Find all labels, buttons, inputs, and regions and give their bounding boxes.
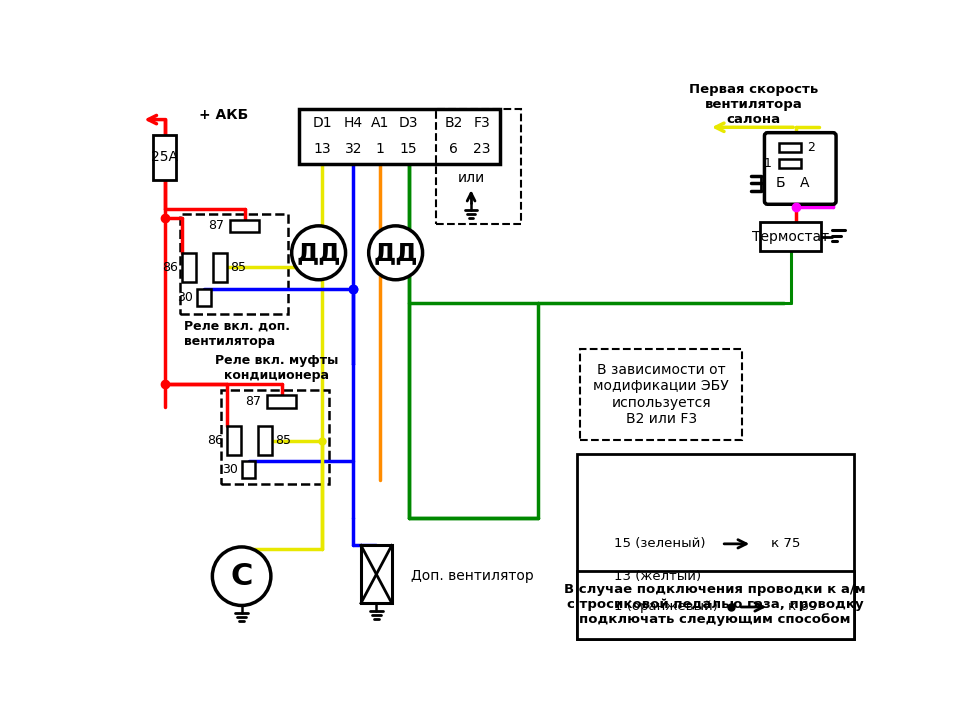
Text: ДД: ДД bbox=[373, 241, 418, 265]
Text: 15 (зеленый): 15 (зеленый) bbox=[614, 537, 705, 550]
FancyBboxPatch shape bbox=[764, 132, 836, 204]
Text: к 69: к 69 bbox=[787, 601, 817, 614]
Bar bbox=[576, 454, 854, 638]
Text: B2: B2 bbox=[444, 116, 462, 129]
Bar bbox=[258, 426, 271, 455]
Circle shape bbox=[292, 226, 345, 280]
Bar bbox=[361, 545, 392, 603]
Text: 25А: 25А bbox=[152, 150, 178, 164]
Text: 86: 86 bbox=[163, 261, 178, 274]
Text: D3: D3 bbox=[399, 116, 418, 129]
Text: В случае подключения проводки к а/м
с тросиковой педалью газа, проводку
подключа: В случае подключения проводки к а/м с тр… bbox=[564, 583, 866, 626]
Text: Первая скорость
вентилятора
салона: Первая скорость вентилятора салона bbox=[690, 83, 818, 126]
Text: 32: 32 bbox=[344, 142, 363, 156]
Text: A1: A1 bbox=[371, 116, 389, 129]
Text: С: С bbox=[230, 562, 253, 591]
Text: 15: 15 bbox=[400, 142, 417, 156]
Text: 13: 13 bbox=[314, 142, 331, 156]
Bar bbox=[242, 461, 255, 478]
Text: + АКБ: + АКБ bbox=[199, 108, 248, 122]
Text: 86: 86 bbox=[207, 434, 223, 447]
Text: 30: 30 bbox=[222, 462, 238, 475]
Text: 1: 1 bbox=[763, 157, 771, 170]
Text: А: А bbox=[800, 177, 809, 190]
Bar bbox=[779, 159, 801, 168]
Text: 6: 6 bbox=[449, 142, 457, 156]
Text: ДД: ДД bbox=[296, 241, 340, 265]
Text: 87: 87 bbox=[208, 220, 223, 233]
Text: Реле вкл. муфты
кондиционера: Реле вкл. муфты кондиционера bbox=[215, 354, 338, 382]
Text: 30: 30 bbox=[177, 291, 193, 304]
Bar bbox=[230, 220, 259, 232]
Text: 13 (желтый): 13 (желтый) bbox=[614, 570, 701, 582]
Bar bbox=[436, 109, 521, 225]
Bar bbox=[221, 390, 329, 483]
Bar bbox=[760, 222, 822, 252]
Text: или: или bbox=[457, 171, 484, 185]
Text: 1 (оранжевый): 1 (оранжевый) bbox=[614, 601, 717, 614]
Text: В зависимости от
модификации ЭБУ
используется
В2 или F3: В зависимости от модификации ЭБУ использ… bbox=[594, 364, 729, 426]
Bar bbox=[779, 142, 801, 152]
Circle shape bbox=[212, 547, 270, 606]
Text: D1: D1 bbox=[313, 116, 332, 129]
Text: 85: 85 bbox=[274, 434, 291, 447]
Text: Реле вкл. доп.
вентилятора: Реле вкл. доп. вентилятора bbox=[184, 320, 290, 348]
Text: 23: 23 bbox=[473, 142, 491, 156]
Text: 85: 85 bbox=[230, 261, 246, 274]
Bar bbox=[153, 135, 176, 180]
Bar bbox=[197, 289, 211, 306]
Bar bbox=[182, 253, 197, 282]
Text: F3: F3 bbox=[474, 116, 490, 129]
Text: 87: 87 bbox=[245, 395, 261, 408]
Text: 2: 2 bbox=[807, 141, 815, 154]
Bar bbox=[213, 253, 227, 282]
Text: H4: H4 bbox=[343, 116, 363, 129]
Text: Доп. вентилятор: Доп. вентилятор bbox=[411, 569, 534, 583]
Text: к 75: к 75 bbox=[771, 537, 800, 550]
Bar bbox=[299, 109, 500, 164]
Text: Б: Б bbox=[776, 177, 785, 190]
Text: Термостат: Термостат bbox=[752, 230, 830, 244]
Bar bbox=[180, 214, 288, 314]
Text: 1: 1 bbox=[376, 142, 385, 156]
Bar bbox=[267, 395, 296, 408]
Circle shape bbox=[368, 226, 423, 280]
Bar bbox=[227, 426, 241, 455]
Bar bbox=[576, 571, 854, 638]
Bar bbox=[580, 349, 742, 440]
